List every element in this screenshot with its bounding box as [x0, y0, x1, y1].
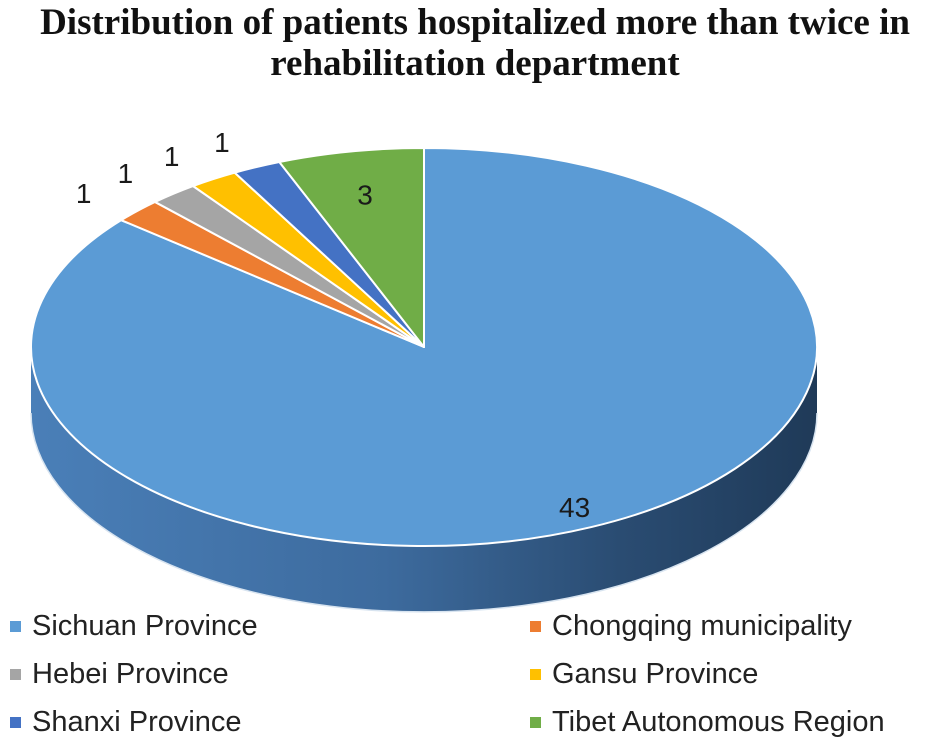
- legend-item-gansu-province: Gansu Province: [530, 654, 758, 694]
- legend-label: Sichuan Province: [32, 609, 258, 642]
- legend-item-shanxi-province: Shanxi Province: [10, 702, 242, 742]
- legend-item-chongqing-municipality: Chongqing municipality: [530, 606, 852, 646]
- data-label-tibet-autonomous-region: 3: [357, 180, 373, 211]
- pie-side-sichuan-province: [31, 347, 817, 612]
- chart-title: Distribution of patients hospitalized mo…: [0, 2, 950, 84]
- legend-item-tibet-autonomous-region: Tibet Autonomous Region: [530, 702, 885, 742]
- pie-slice-tibet-autonomous-region: [278, 147, 425, 348]
- legend-label: Gansu Province: [552, 657, 759, 690]
- legend-swatch: [10, 668, 21, 680]
- legend-label: Chongqing municipality: [552, 609, 852, 642]
- pie-side-wall: [30, 347, 818, 613]
- data-label-chongqing-municipality: 1: [76, 178, 92, 209]
- data-label-gansu-province: 1: [164, 141, 180, 172]
- legend-swatch: [530, 716, 541, 728]
- legend-swatch: [530, 668, 541, 680]
- legend-label: Tibet Autonomous Region: [552, 705, 885, 738]
- pie-top-face: [30, 147, 818, 547]
- legend-label: Hebei Province: [32, 657, 229, 690]
- data-label-shanxi-province: 1: [214, 127, 230, 158]
- legend-swatch: [10, 620, 21, 632]
- legend-item-sichuan-province: Sichuan Province: [10, 606, 258, 646]
- legend-label: Shanxi Province: [32, 705, 242, 738]
- legend-swatch: [530, 620, 541, 632]
- chart-title-line-1: Distribution of patients hospitalized mo…: [40, 2, 910, 43]
- pie-bottom-rim: [30, 412, 818, 613]
- legend-item-hebei-province: Hebei Province: [10, 654, 229, 694]
- data-label-sichuan-province: 43: [559, 492, 590, 523]
- data-label-hebei-province: 1: [118, 158, 134, 189]
- legend-swatch: [10, 716, 21, 728]
- chart-title-line-2: rehabilitation department: [270, 43, 680, 84]
